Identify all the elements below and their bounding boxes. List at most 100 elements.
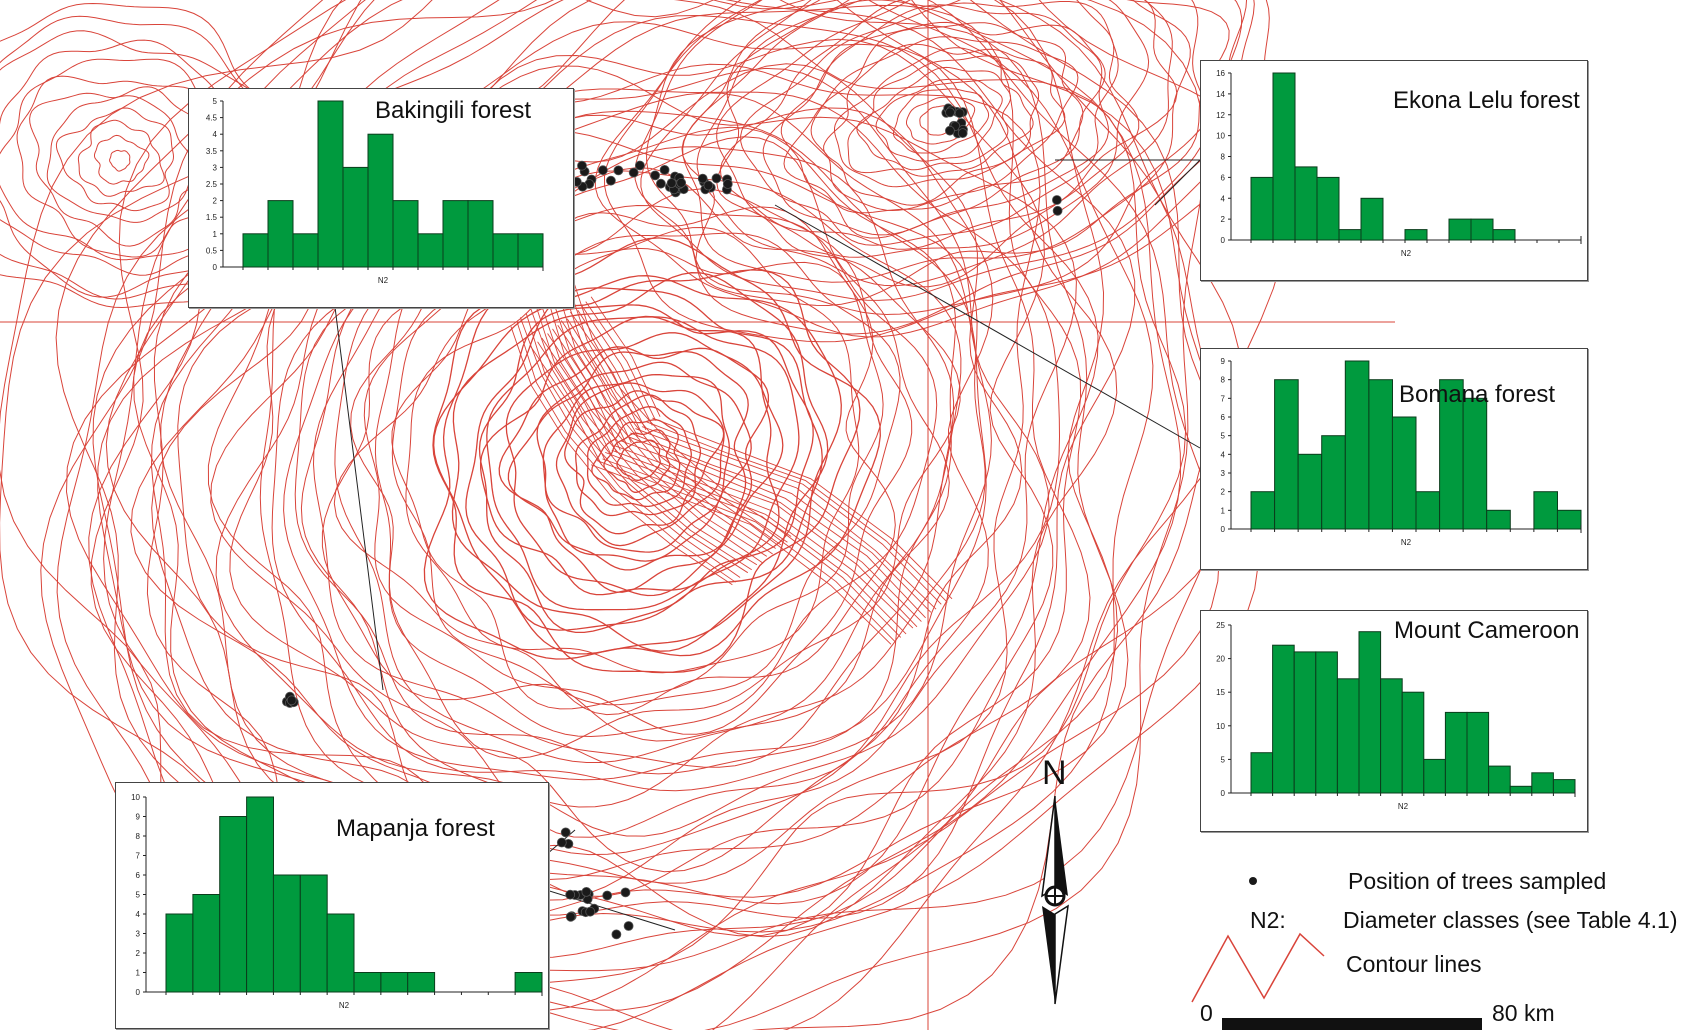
tree-marker (697, 173, 708, 184)
contour-line (333, 206, 896, 716)
y-tick-label: 25 (1216, 621, 1225, 630)
tree-marker (957, 128, 968, 139)
mount-cameroon-chart: 0 5 10 15 20 25 N2 (1216, 621, 1576, 811)
y-tick-label: 3 (1221, 469, 1226, 478)
tree-marker (656, 178, 666, 189)
histogram-bar (1401, 691, 1425, 794)
contour-line (65, 0, 1119, 959)
histogram-bar (1336, 678, 1360, 794)
y-tick-label: 1 (136, 969, 141, 978)
contour-line (564, 390, 725, 535)
contour-line (229, 63, 1023, 873)
bakingili-forest-title: Bakingili forest (375, 97, 532, 124)
contour-line (283, 110, 987, 781)
bomana-forest-chart: 0 1 2 3 4 5 6 7 8 9 N2 (1221, 357, 1582, 547)
contour-line (77, 119, 165, 197)
contour-line (321, 136, 950, 742)
tree-marker (945, 125, 955, 136)
contour-line (594, 0, 1248, 338)
contour-line (109, 149, 131, 172)
y-tick-label: 5 (136, 891, 141, 900)
histogram-bar (1316, 176, 1340, 241)
histogram-bar (1391, 416, 1417, 530)
tree-marker (1052, 195, 1062, 205)
contour-line (740, 1, 1119, 246)
scale-end-label: 80 km (1492, 1000, 1555, 1026)
contour-line (530, 346, 603, 466)
histogram-bar (1533, 491, 1558, 530)
contour-line (537, 341, 606, 462)
tree-marker (954, 108, 965, 119)
tree-marker (676, 177, 687, 188)
y-tick-label: 0 (1221, 789, 1226, 798)
y-tick-label: 1 (213, 230, 218, 239)
histogram-bar (1552, 779, 1576, 794)
contour-line (641, 426, 942, 605)
histogram-bar (1274, 379, 1299, 530)
contour-line (596, 460, 896, 643)
x-axis-label: N2 (1401, 249, 1412, 258)
y-tick-label: 0 (136, 988, 141, 997)
y-tick-label: 2 (213, 197, 218, 206)
mount-cameroon-title: Mount Cameroon (1394, 617, 1580, 644)
contour-line (177, 63, 1041, 884)
bomana-forest-panel: 0 1 2 3 4 5 6 7 8 9 N2 Bomana forest (1200, 348, 1588, 570)
histogram-bar (467, 200, 494, 268)
y-tick-label: 14 (1216, 90, 1225, 99)
histogram-bar (1448, 218, 1472, 241)
tree-marker (620, 887, 631, 898)
histogram-bar (242, 233, 269, 268)
y-tick-label: 4 (136, 910, 141, 919)
tree-marker (635, 160, 645, 171)
y-tick-label: 2.5 (206, 180, 218, 189)
tree-marker (659, 164, 670, 175)
y-tick-label: 6 (1221, 173, 1226, 182)
contour-line (0, 58, 245, 261)
tree-marker (945, 107, 955, 118)
mapanja-forest-panel: 0 1 2 3 4 5 6 7 8 9 10 N2 Mapanja forest (115, 782, 549, 1029)
contour-line (570, 311, 642, 434)
y-tick-label: 4.5 (206, 114, 218, 123)
y-tick-label: 0 (1221, 525, 1226, 534)
tree-marker (611, 929, 622, 940)
contour-line (634, 0, 1255, 335)
histogram-bar (246, 796, 275, 993)
x-axis-label: N2 (1398, 802, 1409, 811)
contour-line (566, 318, 639, 437)
tree-marker (598, 165, 608, 176)
contour-line (146, 0, 1187, 994)
contour-line (646, 421, 948, 603)
contour-line (875, 78, 1003, 162)
contour-line (103, 0, 1182, 1011)
histogram-bar (1423, 758, 1446, 794)
y-tick-label: 7 (1221, 394, 1226, 403)
legend-n2-key: N2: (1250, 907, 1286, 933)
histogram-bar (267, 200, 294, 268)
contour-line (719, 0, 1140, 250)
y-tick-label: 4 (1221, 450, 1226, 459)
histogram-bar (165, 913, 194, 993)
contour-line (577, 310, 647, 431)
contour-line (55, 107, 175, 212)
scale-start-label: 0 (1200, 1000, 1213, 1026)
contour-line (391, 247, 884, 710)
contour-line (350, 167, 961, 760)
contour-line (215, 67, 1050, 837)
mapanja-forest-title: Mapanja forest (336, 815, 495, 842)
histogram-bar (1462, 397, 1488, 530)
contour-line (130, 38, 1054, 897)
contour-line (620, 440, 922, 622)
contour-line (433, 275, 842, 655)
histogram-bar (1488, 765, 1511, 794)
y-tick-label: 12 (1216, 111, 1225, 120)
contour-line (581, 305, 653, 426)
x-axis-label: N2 (339, 1001, 350, 1010)
tree-marker (711, 173, 722, 184)
contour-line (682, 0, 1191, 283)
contour-line (536, 361, 752, 562)
y-tick-label: 9 (136, 813, 141, 822)
histogram-bar (1272, 72, 1296, 241)
contour-line (762, 4, 1109, 236)
contour-line (590, 296, 661, 417)
contour-line (530, 309, 752, 571)
